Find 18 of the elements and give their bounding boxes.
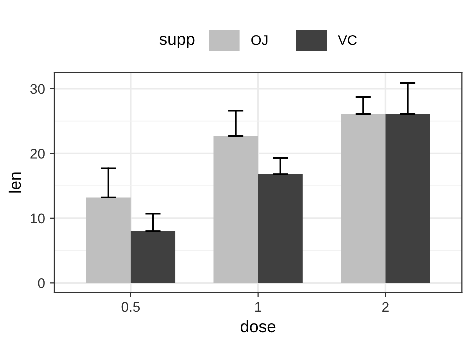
x-tick-label: 2 <box>382 302 389 312</box>
bar <box>214 136 258 284</box>
y-tick-label: 0 <box>38 278 45 288</box>
x-tick-label: 0.5 <box>122 302 140 312</box>
legend-label: VC <box>338 35 357 46</box>
bar <box>258 174 303 284</box>
y-axis-title: len <box>8 172 22 193</box>
legend-title: supp <box>160 36 195 49</box>
bar <box>86 198 131 284</box>
y-tick-label: 30 <box>30 84 45 94</box>
bar <box>341 114 386 284</box>
bar <box>386 114 430 284</box>
x-axis-title: dose <box>240 320 276 333</box>
legend-label: OJ <box>252 35 268 46</box>
y-tick-label: 20 <box>30 149 45 159</box>
y-tick-label: 10 <box>31 214 45 224</box>
bar <box>130 231 176 284</box>
x-tick-label: 1 <box>256 302 262 312</box>
